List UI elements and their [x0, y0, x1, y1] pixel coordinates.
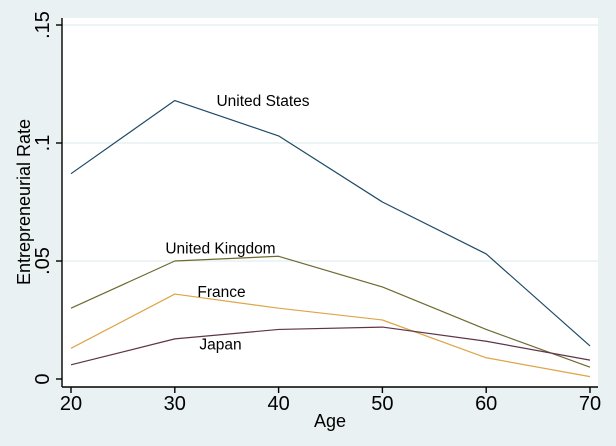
x-tick-label: 30: [164, 393, 186, 415]
series-label-france: France: [197, 284, 245, 301]
plot-area: [62, 18, 598, 387]
x-tick-label: 20: [60, 393, 82, 415]
series-labels: United States United Kingdom France Japan: [165, 93, 309, 354]
x-tick-label: 60: [475, 393, 497, 415]
x-tick-label: 50: [371, 393, 393, 415]
x-tick-labels: 20 30 40 50 60 70: [60, 393, 601, 415]
y-tick-label: .1: [32, 135, 54, 152]
y-tick-label: .05: [32, 247, 54, 275]
y-tick-labels: 0 .05 .1 .15: [32, 11, 54, 384]
series-line-france: [70, 293, 591, 378]
x-axis-title: Age: [314, 411, 346, 431]
series-label-japan: Japan: [199, 337, 241, 354]
gridlines: [62, 24, 598, 262]
y-tick-label: 0: [32, 373, 54, 384]
y-axis-title: Entrepreneurial Rate: [14, 119, 34, 285]
axes: [61, 18, 598, 388]
x-tick-label: 70: [579, 393, 601, 415]
series-label-united-states: United States: [216, 93, 309, 110]
x-tick-label: 40: [267, 393, 289, 415]
series-line-united-states: [70, 99, 591, 347]
series-label-united-kingdom: United Kingdom: [165, 241, 275, 258]
y-tick-label: .15: [32, 11, 54, 39]
series-lines: [70, 99, 591, 378]
tick-marks: [56, 24, 591, 393]
series-line-united-kingdom: [70, 255, 591, 368]
series-line-japan: [70, 326, 591, 366]
